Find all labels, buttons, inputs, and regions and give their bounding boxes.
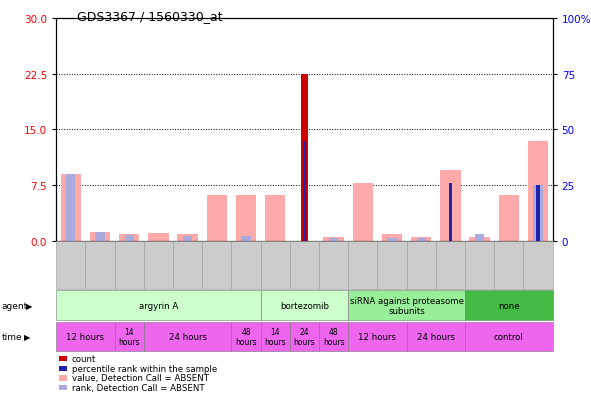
Text: argyrin A: argyrin A [139,301,178,310]
Bar [303,141,306,242]
Text: value, Detection Call = ABSENT: value, Detection Call = ABSENT [72,373,209,382]
Bar [148,233,168,242]
Bar [95,233,105,242]
Text: 24 hours: 24 hours [168,332,207,341]
Text: 12 hours: 12 hours [66,332,105,341]
Bar [301,74,308,242]
Bar [417,239,426,242]
Bar [440,171,460,242]
Bar [475,234,484,242]
Bar [241,236,251,242]
Text: 48
hours: 48 hours [323,327,345,346]
Text: agent: agent [2,301,28,310]
Bar [382,234,402,242]
Bar [265,195,285,242]
Bar [206,195,227,242]
Text: ▶: ▶ [26,301,33,310]
Text: bortezomib: bortezomib [280,301,329,310]
Text: 24
hours: 24 hours [294,327,315,346]
Bar [499,195,519,242]
Bar [60,175,81,242]
Bar [119,235,139,242]
Text: percentile rank within the sample: percentile rank within the sample [72,364,217,373]
Bar [183,236,192,242]
Text: 48
hours: 48 hours [235,327,256,346]
Text: GDS3367 / 1560330_at: GDS3367 / 1560330_at [77,10,222,23]
Bar [177,234,198,242]
Bar [534,186,543,242]
Text: 12 hours: 12 hours [358,332,397,341]
Text: 24 hours: 24 hours [417,332,455,341]
Text: 14
hours: 14 hours [118,327,140,346]
Bar [528,141,548,242]
Bar [90,233,110,242]
Bar [536,186,540,242]
Bar [353,184,373,242]
Bar [66,175,75,242]
Text: rank, Detection Call = ABSENT: rank, Detection Call = ABSENT [72,383,204,392]
Bar [329,239,338,242]
Bar [236,195,256,242]
Bar [411,238,431,242]
Text: time: time [2,332,22,341]
Text: siRNA against proteasome
subunits: siRNA against proteasome subunits [349,296,463,315]
Text: 14
hours: 14 hours [264,327,286,346]
Text: control: control [494,332,524,341]
Bar [125,236,134,242]
Bar [323,238,344,242]
Bar [469,238,490,242]
Text: none: none [498,301,519,310]
Bar [449,184,452,242]
Text: count: count [72,354,96,363]
Text: ▶: ▶ [24,332,30,341]
Bar [387,239,397,242]
